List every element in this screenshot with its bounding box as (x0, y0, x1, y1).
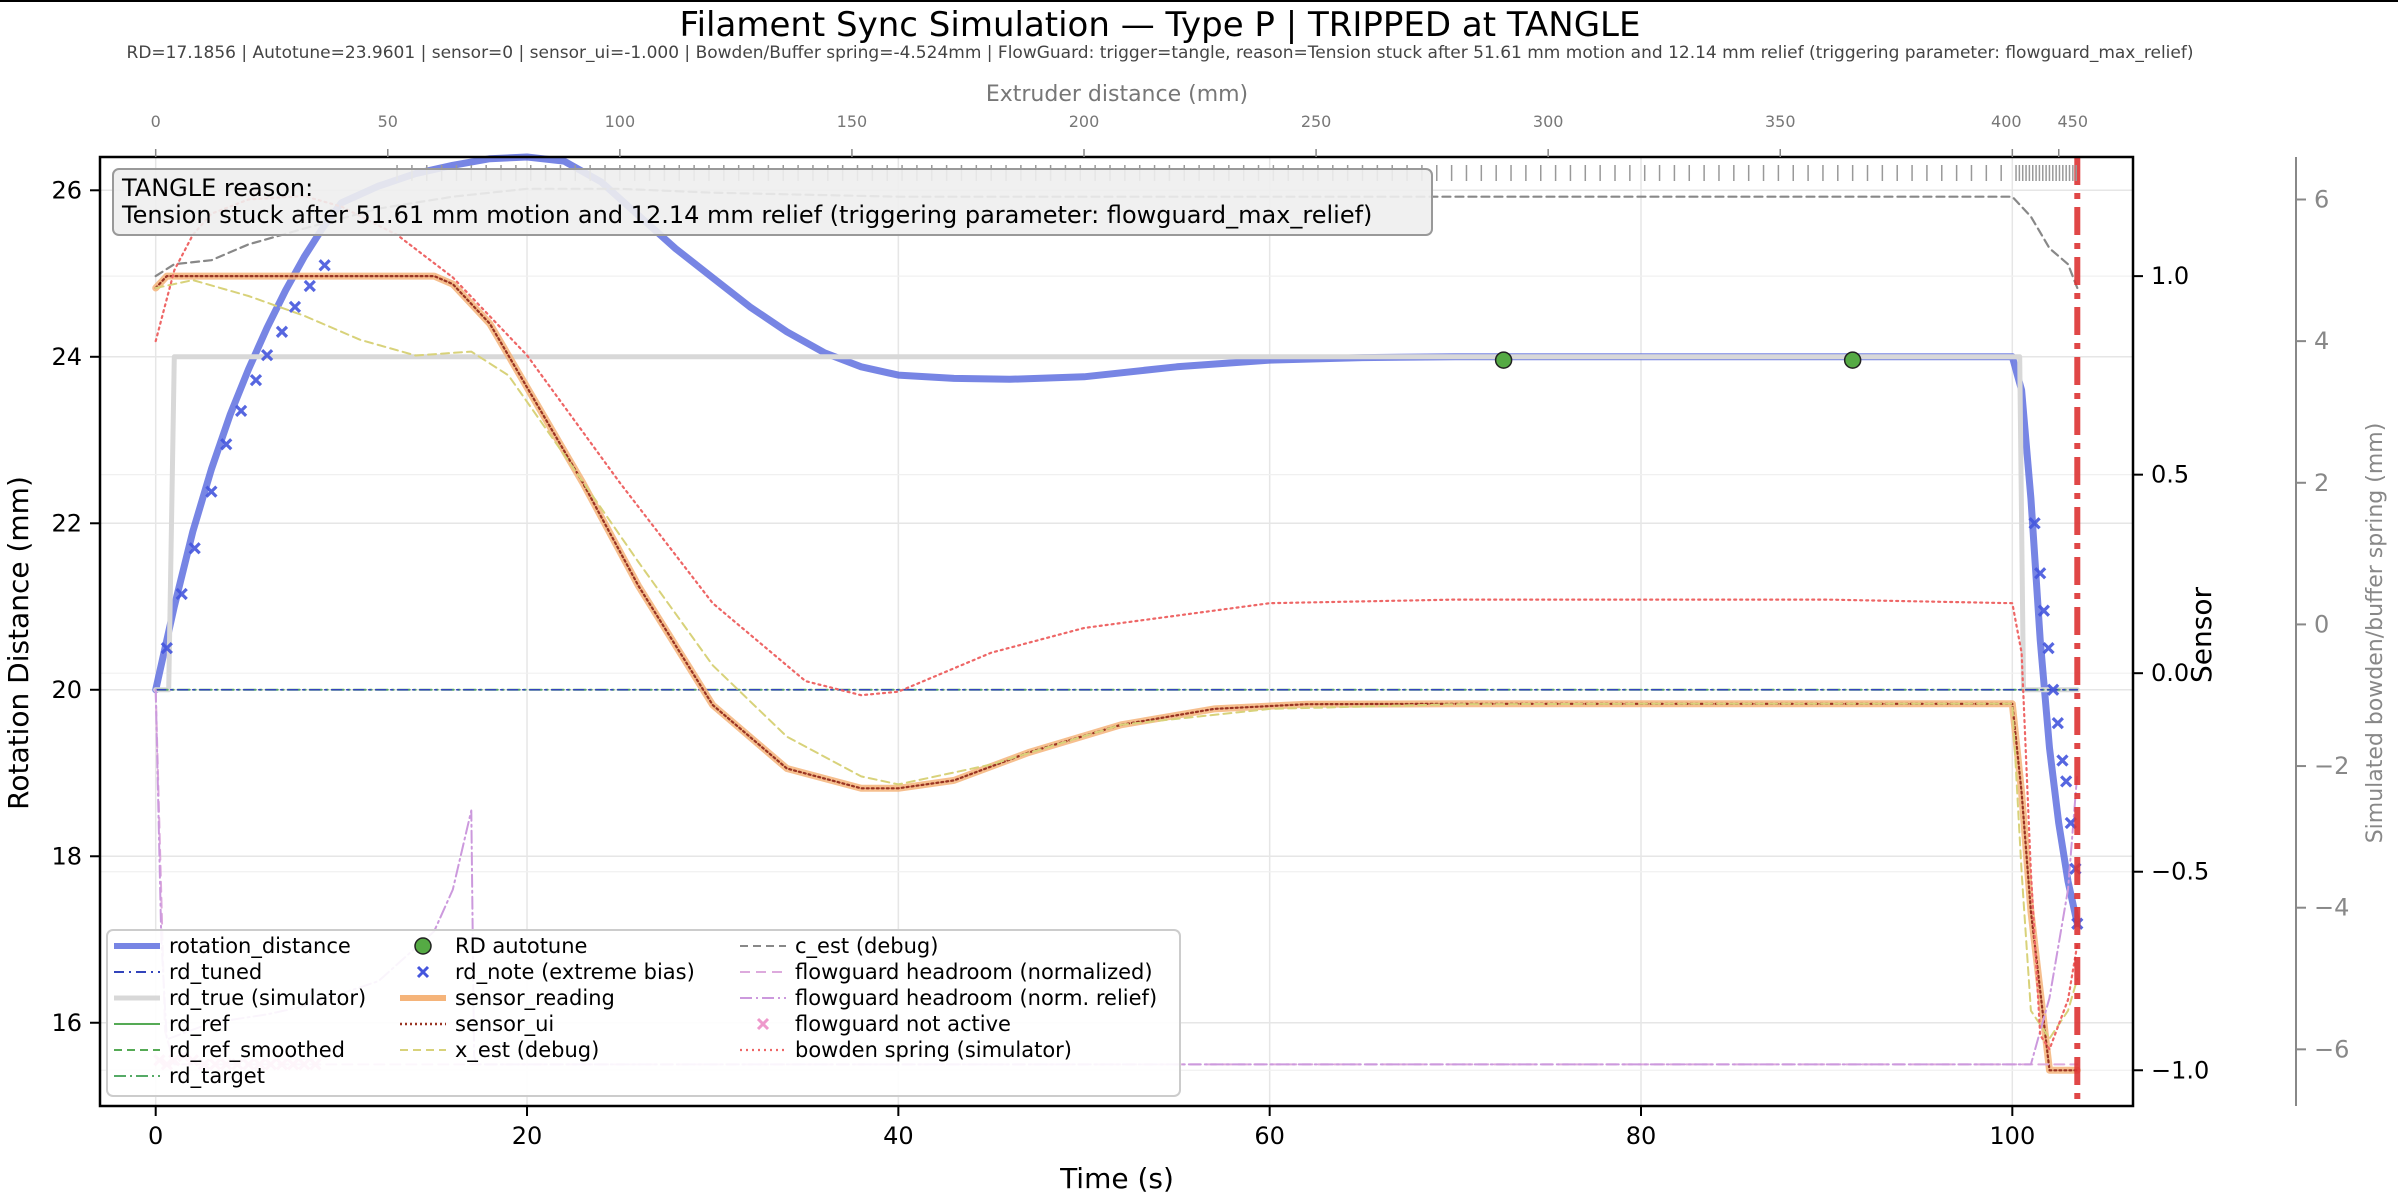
point-rd-note-extreme-bias (275, 325, 289, 338)
legend-label: rd_true (simulator) (169, 986, 366, 1011)
point-rd-note-extreme-bias (2064, 816, 2077, 830)
legend-label: flowguard not active (795, 1012, 1011, 1036)
point-rd-autotune (1843, 351, 1862, 369)
point-rd-note-extreme-bias (249, 373, 263, 387)
chart-subtitle: RD=17.1856 | Autotune=23.9601 | sensor=0… (127, 43, 2194, 63)
point-rd-note-extreme-bias (2056, 754, 2069, 767)
y3-tick-label: 0 (2314, 610, 2329, 638)
point-rd-note-extreme-bias (188, 542, 201, 555)
point-rd-note-extreme-bias (220, 438, 233, 451)
legend-label: x_est (debug) (455, 1038, 599, 1063)
legend-label: rd_note (extreme bias) (455, 960, 695, 985)
top-tick-label: 150 (837, 112, 868, 131)
series-x-est-debug (154, 279, 2079, 1040)
plot-frame (98, 155, 2135, 1108)
top-tick-label: 0 (151, 112, 161, 131)
y2-tick-label: −0.5 (2151, 858, 2209, 886)
series-bowden-spring-simulator (154, 194, 2079, 1051)
point-rd-note-extreme-bias (2042, 642, 2055, 655)
point-rd-note-extreme-bias (2037, 604, 2051, 617)
y3-tick-label: −4 (2314, 894, 2349, 922)
legend-swatch (414, 937, 432, 955)
point-rd-note-extreme-bias (2028, 517, 2041, 530)
y-tick-label: 18 (51, 842, 82, 870)
y-tick-label: 16 (51, 1009, 82, 1037)
point-rd-note-extreme-bias (2051, 716, 2064, 730)
y3-tick-label: 4 (2314, 327, 2329, 355)
legend-label: flowguard headroom (normalized) (795, 960, 1153, 984)
legend-label: bowden spring (simulator) (795, 1038, 1072, 1062)
y3-axis-label: Simulated bowden/buffer spring (mm) (2363, 423, 2388, 844)
legend-label: sensor_ui (455, 1012, 554, 1037)
top-tick-label: 450 (2057, 112, 2088, 131)
x-axis-label: Time (s) (1059, 1162, 1174, 1195)
point-rd-note-extreme-bias (303, 279, 316, 293)
y-tick-label: 20 (51, 676, 82, 704)
legend-label: rd_target (169, 1064, 265, 1089)
y-tick-label: 24 (51, 343, 82, 371)
legend-label: rd_ref (169, 1012, 230, 1037)
y3-tick-label: −2 (2314, 752, 2349, 780)
legend-label: sensor_reading (455, 986, 615, 1011)
top-tick-label: 50 (378, 112, 398, 131)
point-rd-autotune (1494, 351, 1513, 369)
y-tick-label: 22 (51, 509, 82, 537)
y-axis-label: Rotation Distance (mm) (2, 476, 35, 810)
x-tick-label: 20 (512, 1122, 543, 1150)
y2-tick-label: 1.0 (2151, 262, 2189, 290)
ticks-layer: 0 20 40 60 80 100161820222426−1.0−0.50.00.51.… (51, 112, 2349, 1150)
y2-axis-label: Sensor (2185, 587, 2218, 683)
y3-tick-label: 6 (2314, 185, 2329, 213)
legend-label: c_est (debug) (795, 934, 938, 959)
y-tick-label: 26 (51, 176, 82, 204)
top-axis-label: Extruder distance (mm) (986, 82, 1248, 107)
legend-swatch (756, 1017, 770, 1031)
legend-label: RD autotune (455, 934, 587, 958)
x-tick-label: 80 (1626, 1122, 1657, 1150)
top-tick-label: 400 (1991, 112, 2022, 131)
legend-label: flowguard headroom (norm. relief) (795, 986, 1157, 1010)
point-rd-note-extreme-bias (2034, 567, 2047, 580)
point-rd-note-extreme-bias (160, 642, 173, 655)
point-rd-note-extreme-bias (234, 404, 248, 418)
point-rd-note-extreme-bias (205, 485, 218, 498)
point-rd-note-extreme-bias (175, 587, 188, 601)
point-rd-note-extreme-bias (318, 259, 331, 272)
y3-tick-label: −6 (2314, 1035, 2349, 1063)
point-rd-note-extreme-bias (260, 348, 274, 362)
top-tick-label: 250 (1301, 112, 1332, 131)
x-tick-label: 40 (883, 1122, 914, 1150)
y2-tick-label: 0.5 (2151, 461, 2189, 489)
top-tick-label: 200 (1069, 112, 1100, 131)
x-tick-label: 60 (1254, 1122, 1285, 1150)
legend-box (106, 929, 1181, 1097)
legend-label: rd_ref_smoothed (169, 1038, 345, 1063)
tangle-reason-box: TANGLE reason: Tension stuck after 51.61… (112, 168, 1433, 236)
point-rd-note-extreme-bias (2060, 775, 2073, 788)
x-tick-label: 100 (1989, 1122, 2035, 1150)
y3-tick-label: 2 (2314, 469, 2329, 497)
chart-title: Filament Sync Simulation — Type P | TRIP… (680, 5, 1641, 45)
top-tick-label: 350 (1765, 112, 1796, 131)
y2-tick-label: 0.0 (2151, 659, 2189, 687)
point-rd-note-extreme-bias (288, 300, 302, 313)
tangle-reason-text: Tension stuck after 51.61 mm motion and … (121, 201, 1372, 229)
y2-tick-label: −1.0 (2151, 1056, 2209, 1084)
point-rd-note-extreme-bias (2047, 683, 2060, 696)
top-tick-label: 100 (605, 112, 636, 131)
top-tick-label: 300 (1533, 112, 1564, 131)
x-tick-label: 0 (148, 1122, 163, 1150)
legend-label: rotation_distance (169, 934, 351, 959)
tangle-reason-title: TANGLE reason: (121, 174, 313, 202)
legend-label: rd_tuned (169, 960, 262, 985)
legend-swatch (416, 965, 430, 979)
